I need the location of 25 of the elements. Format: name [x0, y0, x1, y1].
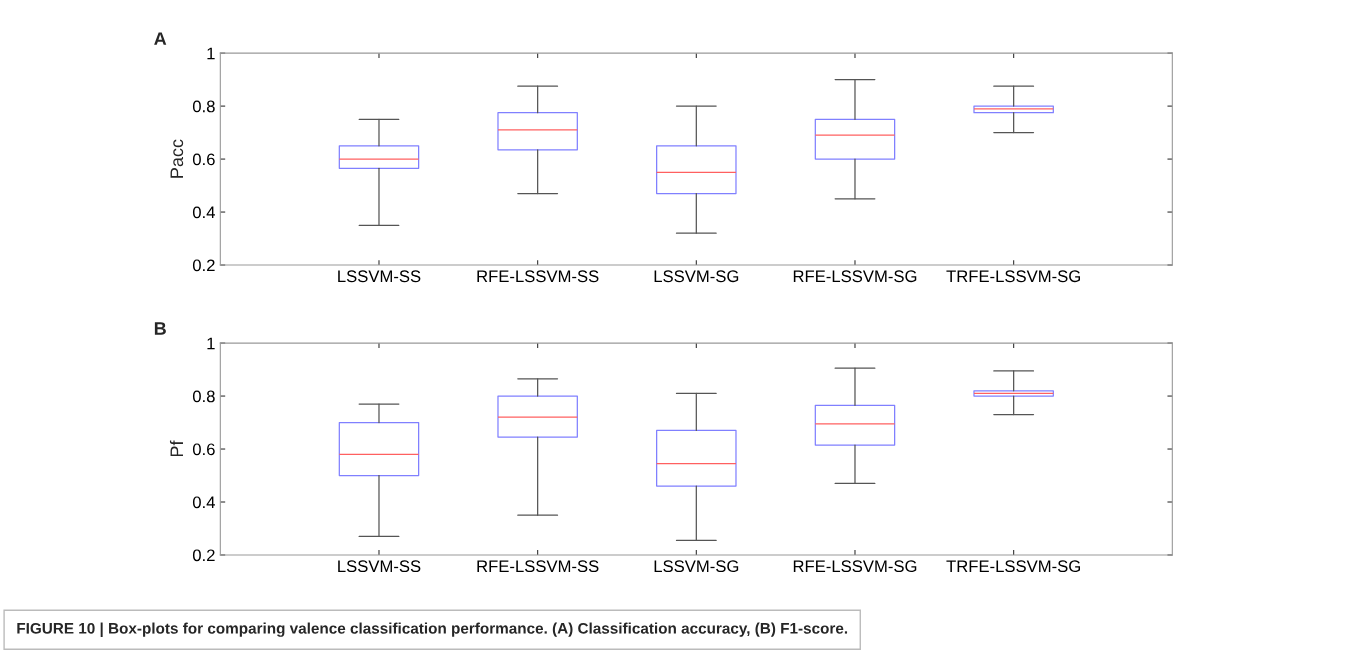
x-tick-label: LSSVM-SG [654, 560, 739, 573]
x-tick-label: TRFE-LSSVM-SG [946, 560, 1081, 573]
x-tick-label: LSSVM-SG [654, 270, 739, 283]
y-tick-label: 0.6 [192, 153, 215, 166]
x-tick-label: RFE-LSSVM-SG [793, 270, 917, 283]
chart-title: B [154, 322, 166, 335]
y-axis-title: Pacc [170, 139, 184, 178]
caption: FIGURE 10 | Box-plots for comparing valence classification performance. (A) Classification accuracy, (B) F1-score. [17, 622, 848, 637]
y-tick-label: 0.2 [192, 259, 215, 272]
x-tick-label: LSSVM-SS [338, 560, 421, 573]
y-tick-label: 0.2 [192, 549, 215, 562]
y-tick-label: 1 [207, 337, 215, 350]
x-tick-label: RFE-LSSVM-SG [793, 560, 917, 573]
x-tick-label: RFE-LSSVM-SS [477, 270, 599, 283]
y-tick-label: 0.6 [192, 443, 215, 456]
y-tick-label: 0.8 [192, 390, 215, 403]
y-tick-label: 0.4 [192, 206, 215, 219]
y-tick-label: 0.4 [192, 496, 215, 509]
y-tick-label: 1 [207, 47, 215, 60]
x-tick-label: TRFE-LSSVM-SG [946, 270, 1081, 283]
chart-title: A [154, 32, 167, 45]
x-tick-label: LSSVM-SS [338, 270, 421, 283]
y-axis-title: Pf [169, 440, 183, 457]
x-tick-label: RFE-LSSVM-SS [477, 560, 599, 573]
y-tick-label: 0.8 [192, 100, 215, 113]
